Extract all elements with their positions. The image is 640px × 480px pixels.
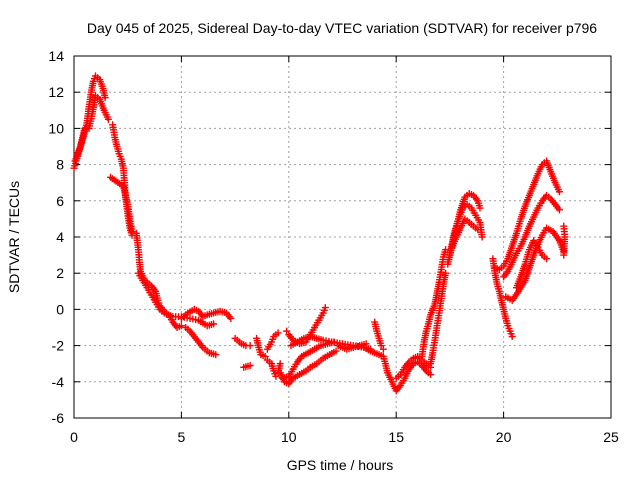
data-point: [560, 251, 568, 259]
y-tick-label: 4: [56, 229, 64, 245]
y-tick-label: 12: [48, 84, 64, 100]
data-point: [177, 322, 185, 330]
data-point: [478, 233, 486, 241]
data-point: [210, 320, 218, 328]
data-point: [274, 329, 282, 337]
data-point: [101, 94, 109, 102]
data-point: [227, 314, 235, 322]
y-tick-label: 8: [56, 157, 64, 173]
y-tick-label: -4: [52, 374, 65, 390]
data-point: [283, 327, 291, 335]
axis-ticks: 0 5 10 15 20 25 -6 -4 -2 0 2 4 6 8 10 12 14: [48, 48, 619, 445]
data-point: [272, 372, 280, 380]
y-tick-label: 10: [48, 120, 64, 136]
data-point: [427, 371, 435, 379]
data-point: [508, 333, 516, 341]
data-point: [442, 269, 450, 277]
x-tick-label: 25: [603, 429, 619, 445]
x-axis-label: GPS time / hours: [287, 457, 394, 473]
data-point: [442, 246, 450, 254]
data-point: [377, 342, 385, 350]
data-point: [212, 351, 220, 359]
data-point: [555, 206, 563, 214]
y-tick-label: -2: [52, 338, 65, 354]
data-point: [543, 255, 551, 263]
data-point: [246, 342, 254, 350]
data-point: [379, 345, 387, 353]
x-tick-label: 10: [281, 429, 297, 445]
y-axis-label: SDTVAR / TECUs: [6, 181, 22, 293]
data-point: [474, 226, 482, 234]
x-tick-label: 0: [70, 429, 78, 445]
y-tick-label: 2: [56, 265, 64, 281]
chart-title: Day 045 of 2025, Sidereal Day-to-day VTE…: [87, 20, 597, 36]
y-tick-label: 6: [56, 193, 64, 209]
y-tick-label: -6: [52, 410, 65, 426]
y-tick-label: 14: [48, 48, 64, 64]
data-point: [276, 360, 284, 368]
x-tick-label: 5: [178, 429, 186, 445]
data-point: [476, 204, 484, 212]
data-point: [321, 304, 329, 312]
x-tick-label: 15: [388, 429, 404, 445]
data-point: [555, 188, 563, 196]
data-point: [128, 228, 136, 236]
data-point: [261, 352, 269, 360]
data-points: [70, 72, 569, 395]
y-tick-label: 0: [56, 301, 64, 317]
grid-lines: [74, 56, 611, 418]
x-tick-label: 20: [496, 429, 512, 445]
data-point: [246, 362, 254, 370]
data-point: [104, 115, 112, 123]
data-point: [332, 347, 340, 355]
